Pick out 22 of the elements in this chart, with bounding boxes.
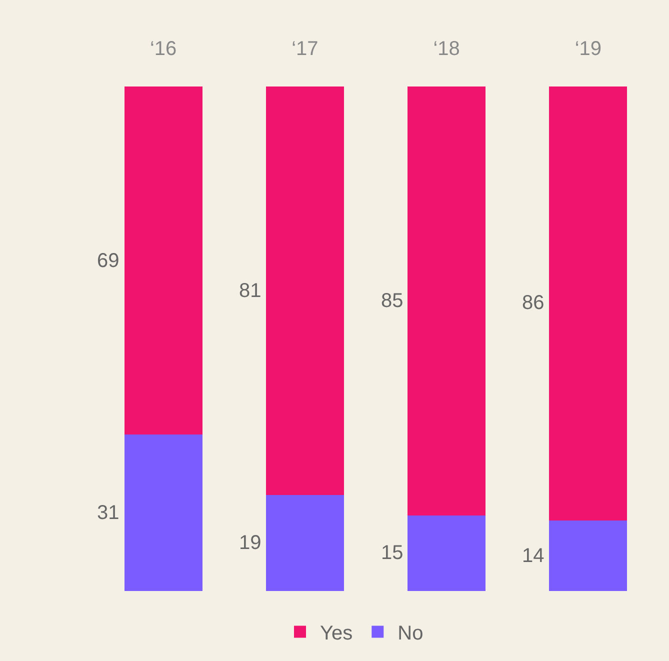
bar: [549, 520, 628, 591]
bar: [408, 86, 486, 516]
data-label: 14: [522, 545, 544, 567]
data-label: 81: [239, 280, 262, 302]
bar: [124, 86, 202, 435]
bar: [266, 495, 344, 591]
bar: [124, 434, 202, 591]
legend-label: No: [398, 622, 424, 645]
x-tick-label: ‘16: [150, 38, 177, 60]
data-label: 86: [522, 292, 544, 314]
x-tick-label: ‘19: [574, 38, 602, 60]
bar: [549, 86, 628, 520]
data-label: 85: [381, 290, 404, 312]
data-label: 19: [239, 532, 262, 554]
bar: [408, 515, 486, 591]
legend-label: Yes: [320, 622, 353, 645]
data-label: 31: [97, 502, 120, 524]
data-label: 15: [381, 542, 404, 564]
bar: [266, 86, 344, 496]
data-label: 69: [97, 250, 120, 272]
x-tick-label: ‘17: [292, 38, 318, 60]
x-tick-label: ‘18: [433, 38, 460, 60]
